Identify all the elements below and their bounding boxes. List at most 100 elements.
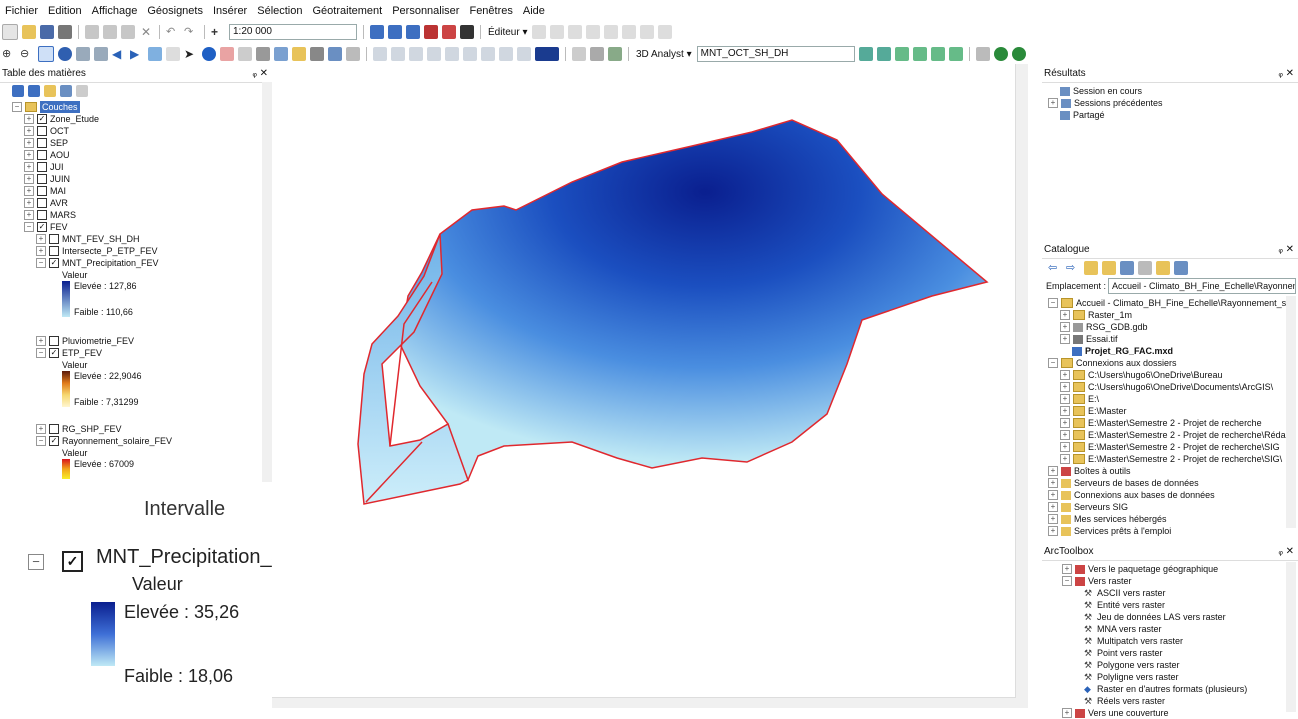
layout-tool-8-icon[interactable] (499, 47, 513, 61)
interpolate-line-icon[interactable] (930, 47, 945, 61)
catalog-db-servers[interactable]: + Serveurs de bases de données (1048, 477, 1199, 489)
toc-layer-juin[interactable]: + JUIN (24, 173, 70, 185)
rotate-tool-icon[interactable] (622, 25, 637, 39)
catalog-folder-8[interactable]: + E:\Master\Semestre 2 - Projet de recher… (1060, 453, 1282, 465)
back-extent-icon[interactable]: ◀ (112, 47, 122, 61)
catalog-up-icon[interactable] (1102, 261, 1116, 275)
select-features-icon[interactable] (148, 47, 162, 61)
toolset-vers-raster[interactable]: − Vers raster (1062, 575, 1132, 587)
toc-layer-etp[interactable]: − ✓ ETP_FEV (36, 347, 102, 359)
list-by-drawing-order-icon[interactable] (12, 85, 24, 97)
menu-geotraitement[interactable]: Géotraitement (312, 5, 383, 17)
arcglobe-icon[interactable] (1011, 47, 1026, 61)
results-sessions-previous[interactable]: + Sessions précédentes (1048, 97, 1163, 109)
time-slider-icon[interactable] (328, 47, 342, 61)
interpolate-point-icon[interactable] (912, 47, 927, 61)
catalog-hosted-services[interactable]: + Mes services hébergés (1048, 513, 1167, 525)
tool-raster-autres-formats[interactable]: ◆ Raster en d'autres formats (plusieurs) (1084, 683, 1248, 694)
catalog-folder-2[interactable]: + C:\Users\hugo6\OneDrive\Documents\ArcGI… (1060, 381, 1273, 393)
identify-icon[interactable] (202, 47, 216, 61)
tool-point-vers-raster[interactable]: ⚒ Point vers raster (1084, 647, 1163, 658)
menu-fichier[interactable]: Fichier (5, 5, 39, 17)
catalog-folder-4[interactable]: + E:\Master (1060, 405, 1127, 417)
menu-selection[interactable]: Sélection (257, 5, 303, 17)
tool-las-vers-raster[interactable]: ⚒ Jeu de données LAS vers raster (1084, 611, 1226, 622)
layer-dropdown[interactable]: MNT_OCT_SH_DH (696, 46, 855, 62)
list-by-selection-icon[interactable] (60, 85, 72, 97)
save-icon[interactable] (40, 25, 54, 39)
editor-toolbar-icon[interactable] (370, 25, 384, 39)
print-icon[interactable] (58, 25, 72, 39)
add-data-icon[interactable]: + (211, 25, 219, 39)
toc-options-icon[interactable] (76, 85, 88, 97)
arcscene-icon[interactable] (993, 47, 1008, 61)
go-to-xy-icon[interactable] (310, 47, 324, 61)
layout-tool-7-icon[interactable] (481, 47, 495, 61)
results-session-current[interactable]: Session en cours (1060, 85, 1142, 97)
search-window-icon[interactable] (424, 25, 438, 39)
toc-layer-mnt-fev-sh-dh[interactable]: + MNT_FEV_SH_DH (36, 233, 140, 245)
catalog-folder-7[interactable]: + E:\Master\Semestre 2 - Projet de recher… (1060, 441, 1280, 453)
overlay-collapse-icon[interactable]: − (28, 554, 44, 570)
split-tool-icon[interactable] (604, 25, 619, 39)
menu-affichage[interactable]: Affichage (91, 5, 138, 17)
layout-tool-3-icon[interactable] (409, 47, 423, 61)
toc-layer-sep[interactable]: + SEP (24, 137, 68, 149)
tool-multipatch-vers-raster[interactable]: ⚒ Multipatch vers raster (1084, 635, 1184, 646)
overlay-checkbox[interactable]: ✓ (62, 551, 83, 572)
toc-layer-pluvio[interactable]: + Pluviometrie_FEV (36, 335, 134, 347)
list-by-source-icon[interactable] (28, 85, 40, 97)
pan-icon[interactable] (38, 46, 54, 62)
menu-personnaliser[interactable]: Personnaliser (392, 5, 460, 17)
layout-tool-5-icon[interactable] (445, 47, 459, 61)
catalog-back-icon[interactable]: ⇦ (1048, 262, 1058, 274)
toc-layer-mnt-precip-fev[interactable]: − ✓ MNT_Precipitation_FEV (36, 257, 159, 269)
toc-layer-mai[interactable]: + MAI (24, 185, 66, 197)
toc-layer-zone-etude[interactable]: + ✓ Zone_Etude (24, 113, 99, 125)
clear-selection-icon[interactable] (166, 47, 180, 61)
catalog-forward-icon[interactable]: ⇨ (1066, 262, 1076, 274)
forward-extent-icon[interactable]: ▶ (130, 47, 140, 61)
catalog-gis-servers[interactable]: + Serveurs SIG (1048, 501, 1128, 513)
arctoolbox-scrollbar[interactable] (1286, 562, 1296, 712)
map-canvas[interactable] (272, 64, 1028, 708)
toc-layer-oct[interactable]: + OCT (24, 125, 69, 137)
map-view[interactable] (272, 64, 1028, 708)
toc-scrollbar[interactable] (262, 82, 272, 482)
layout-tool-9-icon[interactable] (517, 47, 531, 61)
line-of-sight-icon[interactable] (894, 47, 909, 61)
copy-icon[interactable] (103, 25, 117, 39)
catalog-new-folder-icon[interactable] (1156, 261, 1170, 275)
layout-tool-1-icon[interactable] (373, 47, 387, 61)
catalog-item-essai-tif[interactable]: + Essai.tif (1060, 333, 1118, 345)
catalog-home-folder[interactable]: − Accueil - Climato_BH_Fine_Echelle\Rayon… (1048, 297, 1293, 309)
steepest-path-icon[interactable] (876, 47, 891, 61)
catalog-folder-5[interactable]: + E:\Master\Semestre 2 - Projet de recher… (1060, 417, 1262, 429)
toolset-vers-couverture[interactable]: + Vers une couverture (1062, 707, 1169, 719)
catalog-home-icon[interactable] (1084, 261, 1098, 275)
map-scrollbar-horizontal[interactable] (272, 697, 1016, 708)
layout-tool-4-icon[interactable] (427, 47, 441, 61)
catalog-folder-3[interactable]: + E:\ (1060, 393, 1099, 405)
menu-aide[interactable]: Aide (522, 5, 545, 17)
straight-segment-icon[interactable] (550, 25, 565, 39)
tool-entite-vers-raster[interactable]: ⚒ Entité vers raster (1084, 599, 1166, 610)
toc-layer-aou[interactable]: + AOU (24, 149, 70, 161)
python-window-icon[interactable] (460, 25, 474, 39)
catalog-location-input[interactable]: Accueil - Climato_BH_Fine_Echelle\Rayonn… (1108, 278, 1296, 294)
attributes-icon[interactable] (640, 25, 655, 39)
3d-analyst-menu[interactable]: 3D Analyst ▾ (636, 48, 692, 60)
contour-icon[interactable] (858, 47, 873, 61)
catalog-item-rsg-gdb[interactable]: + RSG_GDB.gdb (1060, 321, 1148, 333)
catalog-item-raster-1m[interactable]: + Raster_1m (1060, 309, 1132, 321)
undo-icon[interactable]: ↶ (166, 26, 176, 38)
editor-menu[interactable]: Éditeur ▾ (488, 26, 528, 38)
tool-polyligne-vers-raster[interactable]: ⚒ Polyligne vers raster (1084, 671, 1179, 682)
results-shared[interactable]: Partagé (1060, 109, 1105, 121)
catalog-folder-6[interactable]: + E:\Master\Semestre 2 - Projet de recher… (1060, 429, 1286, 441)
catalog-item-projet-mxd[interactable]: Projet_RG_FAC.mxd (1072, 345, 1173, 357)
catalog-view-icon[interactable] (1138, 261, 1152, 275)
select-elements-icon[interactable]: ➤ (184, 47, 195, 61)
arctoolbox-icon[interactable] (442, 25, 456, 39)
open-folder-icon[interactable] (22, 25, 36, 39)
